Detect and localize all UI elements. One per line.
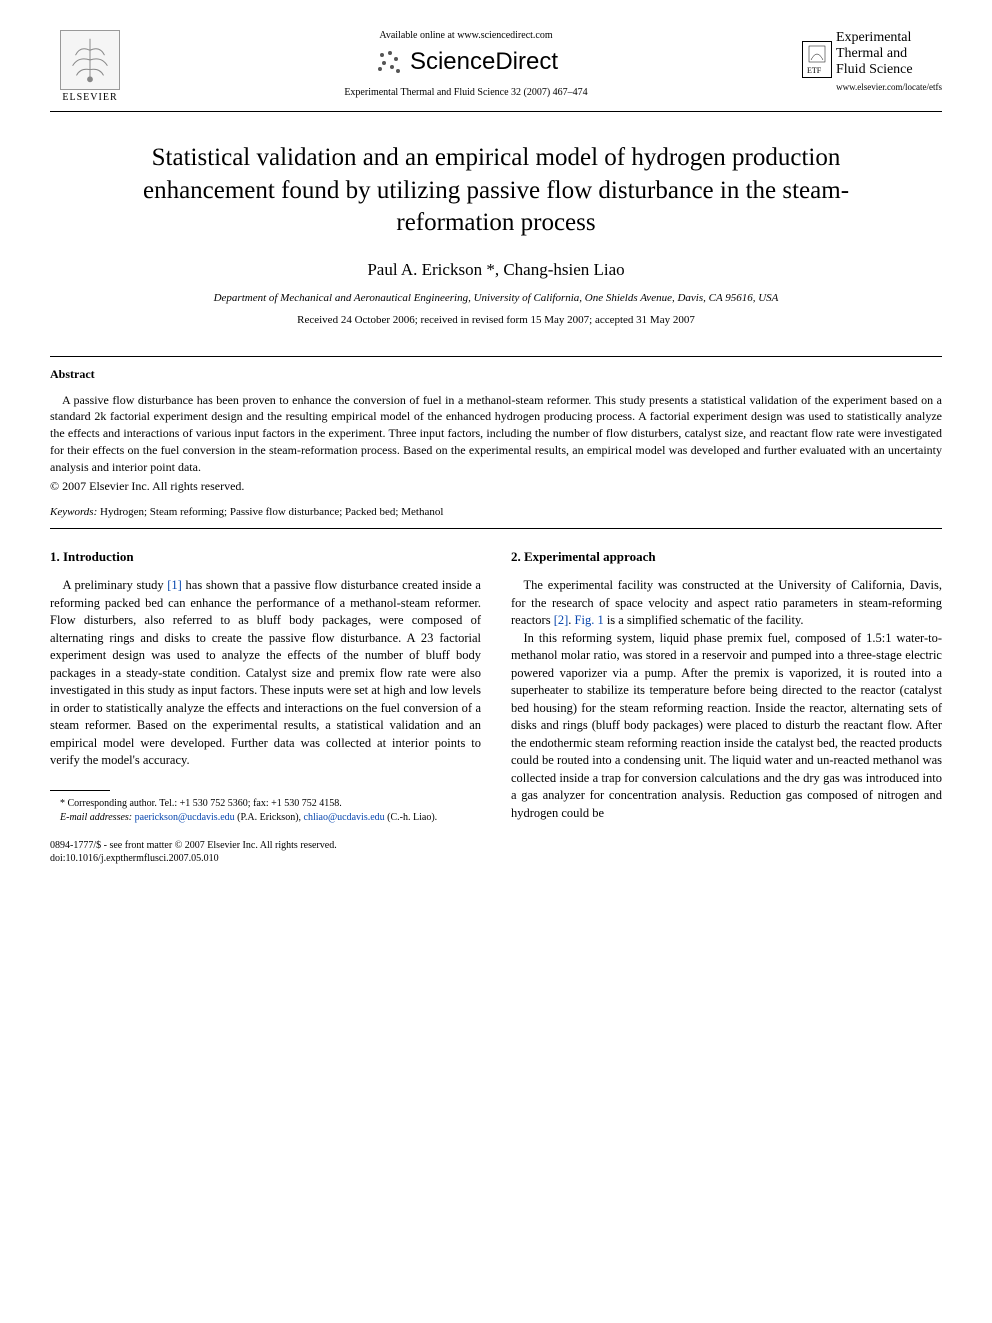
keywords-text: Hydrogen; Steam reforming; Passive flow … [97, 506, 443, 518]
intro-text-part2: has shown that a passive flow disturbanc… [50, 578, 481, 767]
abstract-bottom-rule [50, 528, 942, 529]
email-name-2: (C.-h. Liao). [385, 812, 438, 823]
elsevier-tree-icon [60, 30, 120, 90]
article-dates: Received 24 October 2006; received in re… [50, 314, 942, 326]
introduction-heading: 1. Introduction [50, 549, 481, 565]
reference-link-2[interactable]: [2] [554, 613, 569, 627]
keywords: Keywords: Hydrogen; Steam reforming; Pas… [50, 506, 942, 518]
journal-name-line2: Thermal and [836, 46, 913, 62]
sciencedirect-text: ScienceDirect [410, 48, 558, 76]
journal-url: www.elsevier.com/locate/etfs [802, 82, 942, 92]
elsevier-logo: ELSEVIER [50, 30, 130, 103]
figure-link-1[interactable]: Fig. 1 [575, 613, 604, 627]
doi-info: doi:10.1016/j.expthermflusci.2007.05.010 [50, 852, 481, 865]
sciencedirect-icon [374, 47, 404, 77]
corresponding-author-footnote: * Corresponding author. Tel.: +1 530 752… [50, 797, 481, 811]
email-footnote: E-mail addresses: paerickson@ucdavis.edu… [50, 811, 481, 825]
sciencedirect-logo: ScienceDirect [130, 47, 802, 77]
abstract-text: A passive flow disturbance has been prov… [50, 392, 942, 476]
elsevier-label: ELSEVIER [62, 92, 117, 103]
article-title: Statistical validation and an empirical … [90, 142, 902, 240]
top-rule [50, 111, 942, 112]
etf-label: ETF [807, 66, 827, 75]
issn-info: 0894-1777/$ - see front matter © 2007 El… [50, 839, 481, 852]
experimental-paragraph-1: The experimental facility was constructe… [511, 577, 942, 630]
email-link-2[interactable]: chliao@ucdavis.edu [304, 812, 385, 823]
body-columns: 1. Introduction A preliminary study [1] … [50, 549, 942, 865]
experimental-heading: 2. Experimental approach [511, 549, 942, 565]
experimental-paragraph-2: In this reforming system, liquid phase p… [511, 630, 942, 823]
etf-box-icon: ETF [802, 41, 832, 78]
header-row: ELSEVIER Available online at www.science… [50, 30, 942, 103]
email-link-1[interactable]: paerickson@ucdavis.edu [135, 812, 235, 823]
introduction-paragraph: A preliminary study [1] has shown that a… [50, 577, 481, 770]
email-name-1: (P.A. Erickson), [235, 812, 304, 823]
journal-reference: Experimental Thermal and Fluid Science 3… [130, 87, 802, 98]
reference-link-1[interactable]: [1] [167, 578, 182, 592]
journal-logo: ETF Experimental Thermal and Fluid Scien… [802, 30, 942, 92]
journal-name-line3: Fluid Science [836, 62, 913, 78]
email-label: E-mail addresses: [60, 812, 132, 823]
right-column: 2. Experimental approach The experimenta… [511, 549, 942, 865]
exp-text-part3: is a simplified schematic of the facilit… [604, 613, 804, 627]
abstract-heading: Abstract [50, 367, 942, 382]
journal-name-line1: Experimental [836, 30, 913, 46]
center-header: Available online at www.sciencedirect.co… [130, 30, 802, 98]
intro-text-part1: A preliminary study [63, 578, 168, 592]
abstract-top-rule [50, 356, 942, 357]
available-online-text: Available online at www.sciencedirect.co… [130, 30, 802, 41]
footnote-separator [50, 790, 110, 791]
copyright-text: © 2007 Elsevier Inc. All rights reserved… [50, 479, 942, 494]
keywords-label: Keywords: [50, 506, 97, 518]
left-column: 1. Introduction A preliminary study [1] … [50, 549, 481, 865]
authors: Paul A. Erickson *, Chang-hsien Liao [50, 260, 942, 280]
affiliation: Department of Mechanical and Aeronautica… [50, 292, 942, 304]
